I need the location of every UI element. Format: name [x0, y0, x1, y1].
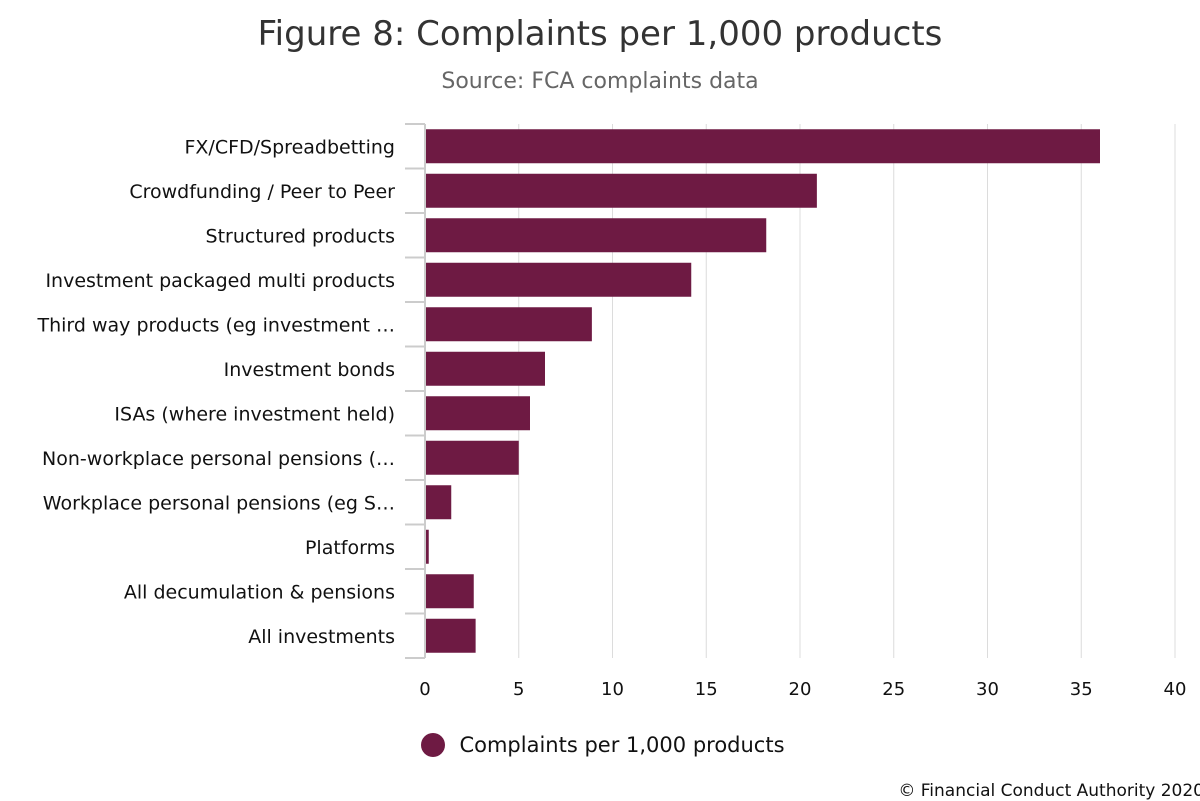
bar[interactable] — [426, 574, 474, 609]
x-tick-label: 20 — [789, 679, 812, 700]
chart-title: Figure 8: Complaints per 1,000 products — [257, 14, 943, 54]
bar[interactable] — [426, 307, 592, 342]
x-tick-label: 5 — [513, 679, 524, 700]
bar[interactable] — [426, 351, 545, 386]
category-label: Investment packaged multi products — [45, 270, 395, 292]
legend-swatch-icon — [421, 733, 446, 757]
x-tick-label: 30 — [976, 679, 999, 700]
category-label: All decumulation & pensions — [124, 581, 395, 603]
category-label: Crowdfunding / Peer to Peer — [129, 181, 395, 203]
category-label: Structured products — [206, 225, 395, 247]
bar[interactable] — [426, 485, 452, 520]
category-label: Third way products (eg investment … — [36, 314, 395, 336]
bar[interactable] — [426, 218, 767, 253]
x-tick-label: 15 — [695, 679, 718, 700]
grid-lines — [518, 124, 1176, 658]
x-tick-label: 40 — [1164, 679, 1187, 700]
legend-label: Complaints per 1,000 products — [459, 733, 785, 757]
legend[interactable]: Complaints per 1,000 products — [0, 733, 1200, 757]
x-tick-label: 25 — [882, 679, 905, 700]
chart-subtitle: Source: FCA complaints data — [441, 69, 759, 94]
bar[interactable] — [426, 396, 530, 431]
category-label: Workplace personal pensions (eg S… — [43, 492, 395, 514]
bar-chart: FX/CFD/Spreadbetting Crowdfunding / Peer … — [36, 123, 1186, 700]
value-ticks: 0 5 10 15 20 25 30 35 40 — [419, 679, 1186, 700]
x-tick-label: 0 — [419, 679, 430, 700]
category-label: ISAs (where investment held) — [114, 403, 395, 425]
category-axis — [405, 123, 426, 659]
bar[interactable] — [426, 129, 1100, 164]
category-label: Investment bonds — [224, 359, 395, 381]
x-tick-label: 10 — [601, 679, 624, 700]
category-labels: FX/CFD/Spreadbetting Crowdfunding / Peer … — [36, 136, 395, 648]
bar[interactable] — [426, 262, 692, 297]
copyright-credit: © Financial Conduct Authority 2020 — [898, 781, 1200, 801]
category-label: All investments — [248, 626, 395, 648]
category-label: Platforms — [305, 537, 395, 559]
category-label: Non-workplace personal pensions (… — [42, 448, 395, 470]
bars — [426, 129, 1100, 653]
bar[interactable] — [426, 173, 817, 208]
x-tick-label: 35 — [1070, 679, 1093, 700]
bar[interactable] — [426, 440, 519, 475]
bar[interactable] — [426, 529, 429, 564]
category-label: FX/CFD/Spreadbetting — [184, 136, 395, 158]
bar[interactable] — [426, 618, 476, 653]
